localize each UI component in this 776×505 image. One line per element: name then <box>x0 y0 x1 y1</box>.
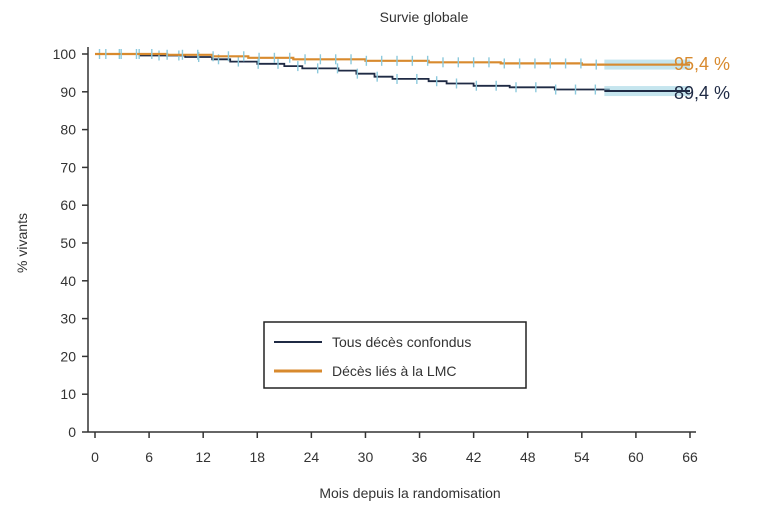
x-tick-label: 0 <box>91 449 99 465</box>
x-tick-label: 42 <box>466 449 482 465</box>
y-tick-label: 0 <box>68 424 76 440</box>
y-tick-label: 50 <box>60 235 76 251</box>
x-tick-label: 54 <box>574 449 590 465</box>
y-tick-label: 40 <box>60 273 76 289</box>
legend-label-cml-deaths: Décès liés à la LMC <box>332 363 457 379</box>
y-tick-label: 80 <box>60 122 76 138</box>
y-tick-label: 70 <box>60 159 76 175</box>
end-label-all-deaths: 89,4 % <box>674 83 730 103</box>
x-tick-label: 6 <box>145 449 153 465</box>
series-layer <box>95 49 690 97</box>
y-tick-label: 60 <box>60 197 76 213</box>
x-axis-label: Mois depuis la randomisation <box>319 485 500 501</box>
x-tick-label: 66 <box>682 449 698 465</box>
y-tick-label: 30 <box>60 311 76 327</box>
x-tick-label: 60 <box>628 449 644 465</box>
y-tick-label: 10 <box>60 386 76 402</box>
x-tick-label: 30 <box>358 449 374 465</box>
x-tick-label: 12 <box>195 449 211 465</box>
end-label-cml-deaths: 95,4 % <box>674 54 730 74</box>
y-axis-label: % vivants <box>14 213 30 273</box>
x-ticks: 0 6 12 18 24 30 36 42 48 54 60 66 <box>91 432 698 465</box>
legend-label-all-deaths: Tous décès confondus <box>332 334 471 350</box>
y-ticks: 0 10 20 30 40 50 60 70 80 90 100 <box>53 46 88 440</box>
series-line-all-deaths <box>95 53 690 92</box>
chart-title: Survie globale <box>380 9 469 25</box>
x-tick-label: 48 <box>520 449 536 465</box>
x-tick-label: 36 <box>412 449 428 465</box>
y-tick-label: 20 <box>60 348 76 364</box>
x-tick-label: 24 <box>304 449 320 465</box>
legend-box <box>263 321 527 389</box>
y-tick-label: 100 <box>53 46 77 62</box>
y-tick-label: 90 <box>60 84 76 100</box>
legend: Tous décès confondus Décès liés à la LMC <box>263 321 527 389</box>
series-line-cml-deaths <box>95 52 690 66</box>
x-tick-label: 18 <box>249 449 265 465</box>
